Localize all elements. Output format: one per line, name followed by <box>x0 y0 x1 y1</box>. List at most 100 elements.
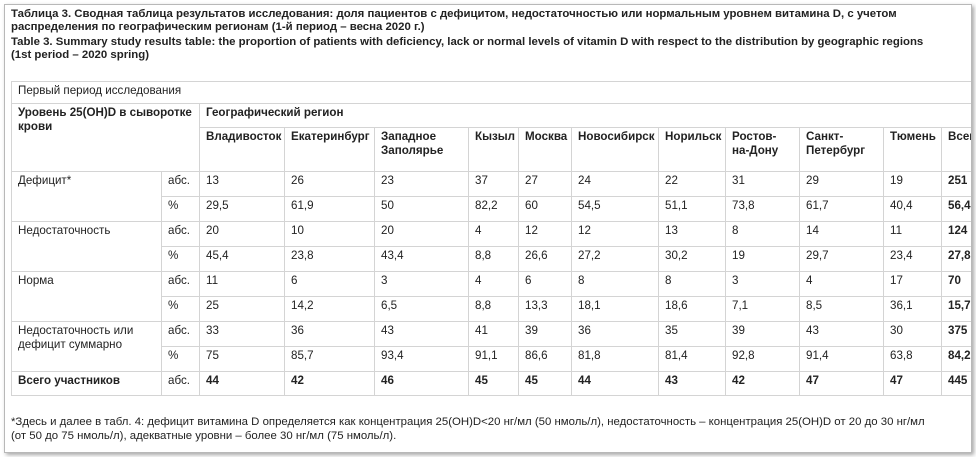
abs-cell: 36 <box>284 321 375 347</box>
level-header: Уровень 25(OH)D в сыворотке крови <box>11 103 200 172</box>
total-cell: 43 <box>658 371 726 396</box>
total-cell: 42 <box>725 371 800 396</box>
total-cell: 445 <box>940 371 971 396</box>
pct-cell: 23,8 <box>284 246 375 272</box>
abs-cell: 30 <box>883 321 942 347</box>
pct-cell: 60 <box>518 196 572 222</box>
pct-cell: 92,8 <box>725 346 800 372</box>
unit-label: % <box>161 196 200 222</box>
pct-cell: 61,9 <box>284 196 375 222</box>
pct-cell: 51,1 <box>658 196 726 222</box>
pct-cell: 91,1 <box>468 346 519 372</box>
abs-cell: 124 <box>940 221 971 247</box>
pct-cell: 50 <box>374 196 469 222</box>
pct-cell: 43,4 <box>374 246 469 272</box>
unit-label: абс. <box>161 221 200 247</box>
table-row: Норма абс. 11 6 3 4 6 8 8 3 4 17 70 <box>11 271 971 322</box>
total-row: Всего участников абс. 44 42 46 45 45 44 43 42 47 47… <box>11 371 971 396</box>
table-row: % 45,4 23,8 43,4 8,8 26,6 27,2 30,2 19 29,7 23,4 27… <box>12 246 971 272</box>
pct-cell: 63,8 <box>883 346 942 372</box>
pct-cell: 14,2 <box>284 296 375 322</box>
pct-cell: 81,8 <box>571 346 659 372</box>
unit-label: абс. <box>161 171 200 197</box>
abs-cell: 37 <box>468 171 519 197</box>
total-cell: 46 <box>374 371 469 396</box>
caption-ru-line1: Таблица 3. Сводная таблица результатов и… <box>11 8 897 20</box>
abs-cell: 20 <box>374 221 469 247</box>
abs-cell: 4 <box>468 271 519 297</box>
abs-cell: 23 <box>374 171 469 197</box>
period-row: Первый период исследования <box>10 81 971 104</box>
unit-label: % <box>161 246 200 272</box>
pct-cell: 82,2 <box>468 196 519 222</box>
caption-en-line2: (1st period – 2020 spring) <box>11 49 149 61</box>
region-header: Географический регион <box>198 103 971 128</box>
total-label: Всего участников <box>11 371 162 396</box>
abs-cell: 26 <box>284 171 375 197</box>
pct-cell: 8,8 <box>468 246 519 272</box>
abs-cell: 3 <box>374 271 469 297</box>
region-header-cell: Ростов-на-Дону <box>725 127 800 172</box>
total-cell: 42 <box>284 371 375 396</box>
abs-cell: 24 <box>571 171 659 197</box>
abs-cell: 11 <box>883 221 942 247</box>
abs-cell: 43 <box>799 321 884 347</box>
caption-en-line1: Table 3. Summary study results table: th… <box>11 36 924 48</box>
pct-cell: 30,2 <box>658 246 726 272</box>
abs-cell: 70 <box>940 271 971 297</box>
region-header-cell: Екатеринбург <box>284 127 375 172</box>
pct-cell: 56,4 <box>940 196 971 222</box>
abs-cell: 8 <box>658 271 726 297</box>
footnote-line2: (от 50 до 75 нмоль/л), адекватные уровни… <box>11 430 397 442</box>
abs-cell: 3 <box>725 271 800 297</box>
pct-cell: 7,1 <box>725 296 800 322</box>
abs-cell: 13 <box>199 171 285 197</box>
abs-cell: 43 <box>374 321 469 347</box>
abs-cell: 19 <box>883 171 942 197</box>
region-header-cell: Западное Заполярье <box>374 127 469 172</box>
pct-cell: 13,3 <box>518 296 572 322</box>
pct-cell: 40,4 <box>883 196 942 222</box>
abs-cell: 4 <box>468 221 519 247</box>
pct-cell: 6,5 <box>374 296 469 322</box>
total-cell: 45 <box>518 371 572 396</box>
pct-cell: 81,4 <box>658 346 726 372</box>
pct-cell: 45,4 <box>199 246 285 272</box>
caption-ru-line2: распределения по географическим регионам… <box>11 21 425 33</box>
total-cell: 47 <box>883 371 942 396</box>
abs-cell: 29 <box>799 171 884 197</box>
pct-cell: 29,7 <box>799 246 884 272</box>
pct-cell: 91,4 <box>799 346 884 372</box>
region-header-cell: Владивосток <box>199 127 285 172</box>
row-label: Дефицит* <box>11 171 162 222</box>
table-row: Недостаточность абс. 20 10 20 4 12 12 13 8 14 11 124 <box>11 221 971 272</box>
region-header-cell: Кызыл <box>468 127 519 172</box>
unit-label: абс. <box>161 371 200 396</box>
pct-cell: 26,6 <box>518 246 572 272</box>
pct-cell: 18,6 <box>658 296 726 322</box>
region-header-cell: Норильск <box>658 127 726 172</box>
row-label: Недостаточность <box>11 221 162 272</box>
abs-cell: 13 <box>658 221 726 247</box>
pct-cell: 93,4 <box>374 346 469 372</box>
abs-cell: 17 <box>883 271 942 297</box>
row-label: Недостаточность или дефицит суммарно <box>11 321 162 372</box>
abs-cell: 12 <box>518 221 572 247</box>
unit-label: % <box>161 346 200 372</box>
total-cell: 47 <box>799 371 884 396</box>
abs-cell: 8 <box>571 271 659 297</box>
unit-label: % <box>161 296 200 322</box>
region-header-cell: Тюмень <box>883 127 942 172</box>
pct-cell: 15,7 <box>940 296 971 322</box>
region-header-cell: Москва <box>518 127 572 172</box>
abs-cell: 375 <box>940 321 971 347</box>
abs-cell: 39 <box>518 321 572 347</box>
footnote-line1: *Здесь и далее в табл. 4: дефицит витами… <box>11 416 925 428</box>
region-header-cell: Всего <box>940 127 971 172</box>
abs-cell: 22 <box>658 171 726 197</box>
total-cell: 44 <box>571 371 659 396</box>
table-row: Дефицит* абс. 13 26 23 37 27 24 22 31 29 19 251 <box>11 171 971 222</box>
pct-cell: 61,7 <box>799 196 884 222</box>
pct-cell: 18,1 <box>571 296 659 322</box>
abs-cell: 35 <box>658 321 726 347</box>
